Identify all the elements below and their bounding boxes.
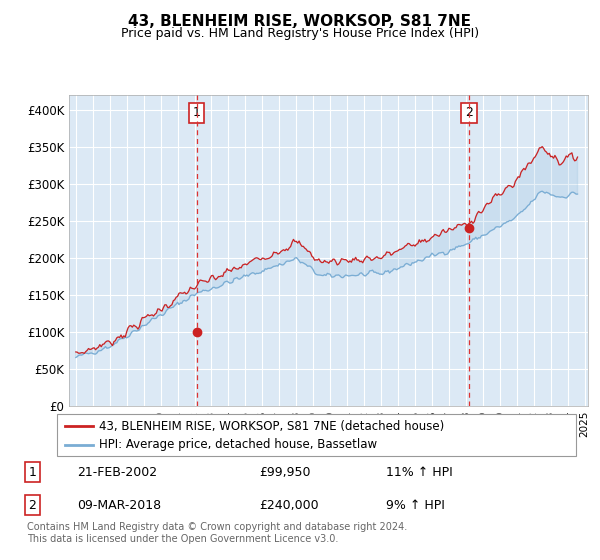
Text: 1: 1 <box>193 106 200 119</box>
Text: HPI: Average price, detached house, Bassetlaw: HPI: Average price, detached house, Bass… <box>98 438 377 451</box>
Text: £240,000: £240,000 <box>259 498 319 512</box>
Text: 2: 2 <box>465 106 473 119</box>
Text: 09-MAR-2018: 09-MAR-2018 <box>77 498 161 512</box>
Text: £99,950: £99,950 <box>259 465 310 479</box>
Text: 11% ↑ HPI: 11% ↑ HPI <box>386 465 452 479</box>
Text: 2: 2 <box>29 498 37 512</box>
Text: 9% ↑ HPI: 9% ↑ HPI <box>386 498 445 512</box>
Text: Price paid vs. HM Land Registry's House Price Index (HPI): Price paid vs. HM Land Registry's House … <box>121 27 479 40</box>
Text: 1: 1 <box>29 465 37 479</box>
Text: 43, BLENHEIM RISE, WORKSOP, S81 7NE: 43, BLENHEIM RISE, WORKSOP, S81 7NE <box>128 14 472 29</box>
Text: Contains HM Land Registry data © Crown copyright and database right 2024.
This d: Contains HM Land Registry data © Crown c… <box>27 522 407 544</box>
Text: 21-FEB-2002: 21-FEB-2002 <box>77 465 157 479</box>
Text: 43, BLENHEIM RISE, WORKSOP, S81 7NE (detached house): 43, BLENHEIM RISE, WORKSOP, S81 7NE (det… <box>98 419 444 433</box>
